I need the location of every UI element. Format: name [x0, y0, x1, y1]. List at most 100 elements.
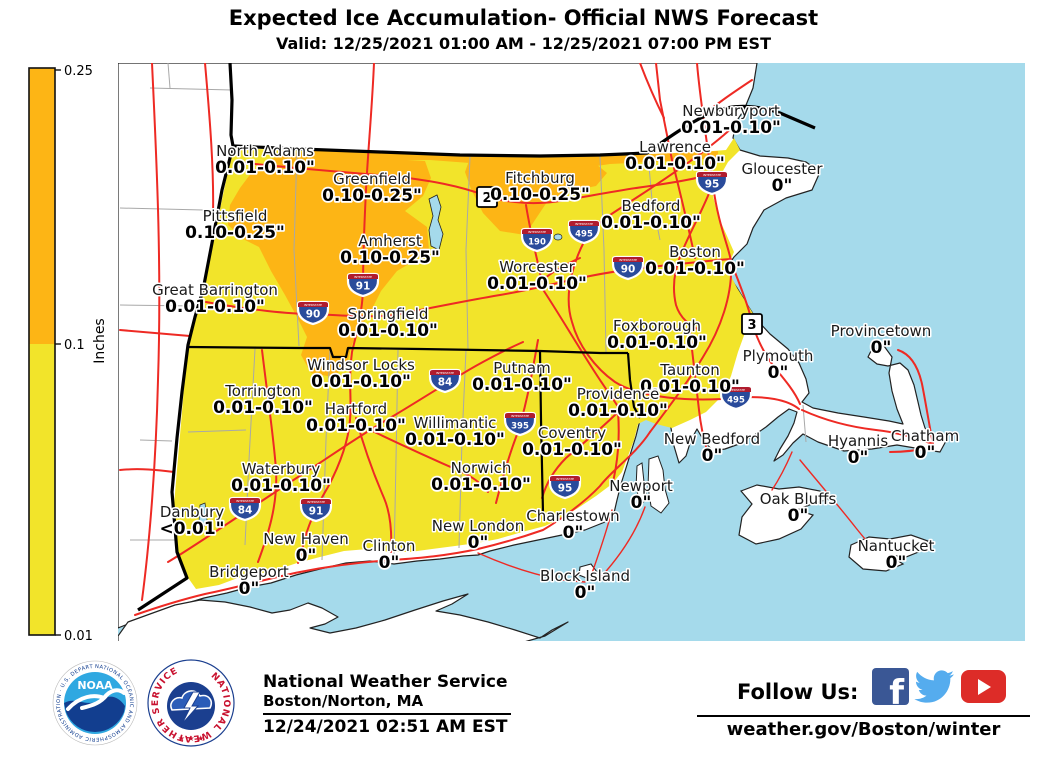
city-name: Amherst: [358, 232, 422, 250]
city-forecast-value: 0.10-0.25": [185, 223, 285, 243]
svg-text:90: 90: [306, 309, 321, 321]
city-name: Danbury: [160, 503, 224, 521]
city-labels: North Adams0.01-0.10"Greenfield0.10-0.25…: [151, 101, 961, 605]
svg-text:395: 395: [511, 422, 529, 432]
city-forecast-value: 0.01-0.10": [625, 154, 725, 174]
interstate-shield: INTERSTATE 91: [346, 272, 380, 298]
city-name: Foxborough: [613, 317, 701, 335]
city-forecast-value: 0": [772, 176, 793, 196]
highways: [119, 63, 934, 616]
interstate-shield: INTERSTATE 495: [719, 385, 753, 411]
svg-text:INTERSTATE: INTERSTATE: [727, 388, 745, 392]
nws-logo: NATIONAL WEATHER SERVICE ★ ★ ★: [147, 659, 235, 747]
city-name: Hartford: [325, 400, 387, 418]
city-name: Nantucket: [858, 537, 935, 555]
legend-tick-label: 0.1: [64, 338, 85, 353]
state-route-markers: 23: [476, 186, 763, 335]
footer-right-divider: [697, 715, 1030, 717]
aquidneck-island: [647, 455, 670, 514]
svg-text:90: 90: [621, 264, 636, 276]
city-forecast-value: 0.10-0.25": [340, 248, 440, 268]
city-name: Worcester: [499, 258, 575, 276]
city-forecast-value: 0.01-0.10": [215, 158, 315, 178]
svg-text:2: 2: [482, 191, 491, 206]
city-forecast-value: 0.01-0.10": [640, 377, 740, 397]
city-forecast-value: 0.01-0.10": [338, 321, 438, 341]
city-name: Newport: [609, 477, 673, 495]
interstate-shield: INTERSTATE 495: [567, 219, 601, 245]
svg-text:84: 84: [438, 377, 453, 389]
city-name: Great Barrington: [152, 281, 278, 299]
long-island: [118, 593, 569, 641]
city-forecast-value: 0": [702, 446, 723, 466]
city-forecast-value: 0.01-0.10": [607, 333, 707, 353]
svg-text:INTERSTATE: INTERSTATE: [236, 499, 254, 503]
city-name: New London: [432, 517, 524, 535]
legend-bar-border: [28, 67, 56, 636]
legend-ticks: 0.25 0.1 0.01: [55, 64, 93, 644]
svg-text:INTERSTATE: INTERSTATE: [304, 303, 322, 307]
svg-text:91: 91: [309, 506, 324, 518]
city-forecast-value: 0": [886, 553, 907, 573]
city-name: Clinton: [363, 537, 416, 555]
city-forecast-value: 0": [631, 493, 652, 513]
city-name: Torrington: [224, 382, 301, 400]
city-forecast-value: 0.01-0.10": [231, 476, 331, 496]
facebook-icon[interactable]: f: [872, 668, 909, 713]
city-name: Coventry: [538, 424, 606, 442]
state-route-marker: 3: [741, 313, 763, 335]
youtube-icon[interactable]: [961, 670, 1006, 703]
city-forecast-value: 0.01-0.10": [568, 401, 668, 421]
footer-url[interactable]: weather.gov/Boston/winter: [726, 719, 1001, 740]
svg-text:INTERSTATE: INTERSTATE: [619, 258, 637, 262]
legend-tick-label: 0.25: [64, 64, 93, 79]
color-scale-legend: 0.25 0.1 0.01 Inches: [28, 64, 108, 644]
svg-text:INTERSTATE: INTERSTATE: [354, 275, 372, 279]
interstate-shield: INTERSTATE 190: [520, 227, 554, 253]
svg-text:INTERSTATE: INTERSTATE: [556, 477, 574, 481]
accum-region-high-band: [310, 150, 718, 170]
city-name: Plymouth: [743, 347, 814, 365]
twitter-icon[interactable]: [914, 669, 956, 705]
svg-text:NOAA: NOAA: [77, 679, 113, 692]
forecast-map: 23 INTERSTATE95INTERSTATE495INTERSTATE19…: [118, 63, 1025, 641]
city-name: Boston: [669, 243, 721, 261]
footer-issued-time: 12/24/2021 02:51 AM EST: [263, 717, 508, 737]
city-name: Fitchburg: [505, 169, 575, 187]
city-forecast-value: 0.01-0.10": [431, 475, 531, 495]
svg-text:★ ★ ★: ★ ★ ★: [178, 734, 205, 743]
city-name: Block Island: [540, 567, 630, 585]
city-name: New Bedford: [664, 430, 760, 448]
footer-office: Boston/Norton, MA: [263, 692, 424, 710]
city-forecast-value: 0.01-0.10": [405, 430, 505, 450]
noaa-logo: NATIONAL OCEANIC AND ATMOSPHERIC ADMINIS…: [52, 660, 138, 746]
svg-text:95: 95: [558, 483, 573, 495]
city-name: Norwich: [451, 459, 512, 477]
city-name: Oak Bluffs: [760, 490, 837, 508]
footer-agency: National Weather Service: [263, 672, 508, 692]
footer-left-divider: [263, 713, 511, 715]
wachusett-reservoir: [553, 233, 563, 241]
block-island-shape: [578, 563, 598, 580]
legend-tick-label: 0.01: [64, 629, 93, 644]
city-name: Provincetown: [831, 322, 932, 340]
city-forecast-value: 0": [296, 546, 317, 566]
candlewood-lake: [198, 502, 208, 531]
